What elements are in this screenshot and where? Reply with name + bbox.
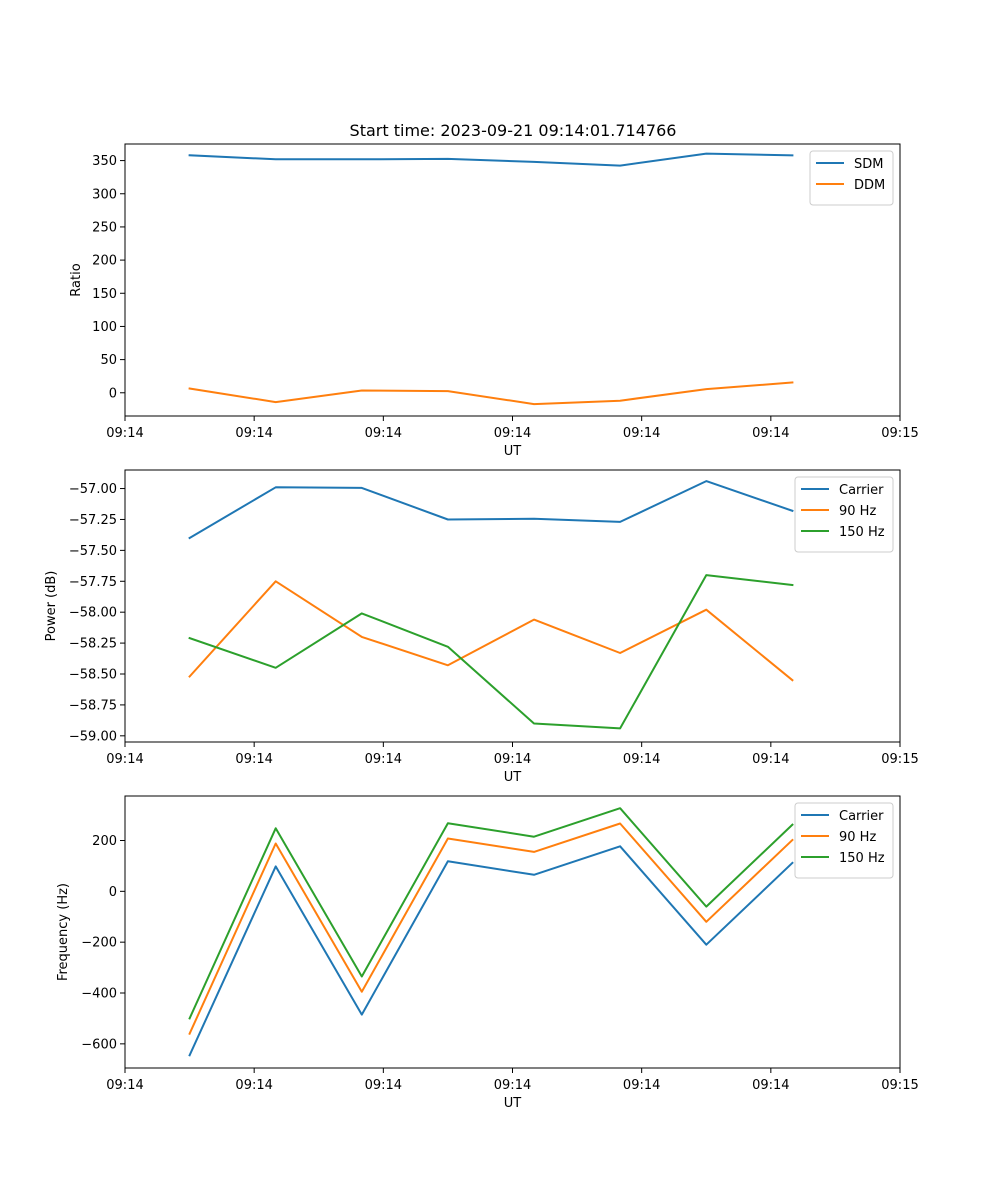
- x-axis-label: UT: [504, 770, 522, 785]
- y-tick-label: 200: [92, 254, 117, 269]
- legend-label: 90 Hz: [839, 504, 876, 519]
- series-line-90-hz: [188, 822, 794, 1036]
- y-tick-label: 0: [109, 885, 117, 900]
- x-tick-label: 09:14: [235, 752, 272, 767]
- legend-label: 90 Hz: [839, 830, 876, 845]
- legend-label: Carrier: [839, 809, 884, 824]
- x-tick-label: 09:15: [881, 1078, 918, 1093]
- y-tick-label: −57.00: [69, 482, 117, 497]
- x-tick-label: 09:14: [365, 752, 402, 767]
- plot-frame: [124, 143, 901, 417]
- series-line-150-hz: [188, 574, 794, 730]
- chart-panel-2: 09:14 09:14 09:14 09:14 09:14 09:14 09:15 −59.0…: [44, 469, 919, 785]
- x-tick-label: 09:14: [106, 1078, 143, 1093]
- y-tick-label: 100: [92, 320, 117, 335]
- legend: Carrier 90 Hz 150 Hz: [794, 476, 894, 553]
- y-tick-label: 200: [92, 834, 117, 849]
- legend-label: 150 Hz: [839, 851, 885, 866]
- x-tick-label: 09:14: [235, 426, 272, 441]
- plot-frame: [124, 469, 901, 743]
- y-tick-label: −600: [81, 1037, 117, 1052]
- chart-panel-1: 09:14 09:14 09:14 09:14 09:14 09:14 09:15 0 50 10…: [69, 143, 919, 459]
- x-tick-label: 09:14: [235, 1078, 272, 1093]
- legend-label: SDM: [854, 157, 883, 172]
- legend-box: [809, 150, 894, 206]
- legend-label: 150 Hz: [839, 525, 885, 540]
- y-tick-label: −400: [81, 987, 117, 1002]
- legend-box: [794, 476, 894, 553]
- series-line-150-hz: [188, 807, 794, 1020]
- chart-panel-3: 09:14 09:14 09:14 09:14 09:14 09:14 09:15 −600 −…: [56, 795, 919, 1111]
- legend: Carrier 90 Hz 150 Hz: [794, 802, 894, 879]
- y-tick-label: −58.00: [69, 606, 117, 621]
- x-tick-label: 09:14: [752, 752, 789, 767]
- x-tick-label: 09:15: [881, 752, 918, 767]
- x-tick-label: 09:14: [365, 426, 402, 441]
- series-line-carrier: [188, 480, 794, 540]
- x-tick-label: 09:14: [752, 1078, 789, 1093]
- y-axis-label: Ratio: [69, 263, 84, 296]
- x-axis-label: UT: [504, 1096, 522, 1111]
- y-axis-label: Frequency (Hz): [56, 883, 71, 981]
- y-tick-label: −58.25: [69, 637, 117, 652]
- x-tick-label: 09:14: [494, 1078, 531, 1093]
- y-tick-label: −57.50: [69, 544, 117, 559]
- x-tick-label: 09:14: [623, 426, 660, 441]
- x-tick-label: 09:14: [106, 426, 143, 441]
- series-line-sdm: [188, 152, 794, 167]
- x-tick-label: 09:14: [494, 752, 531, 767]
- figure-title: Start time: 2023-09-21 09:14:01.714766: [350, 121, 677, 140]
- x-tick-label: 09:14: [623, 1078, 660, 1093]
- series-line-ddm: [188, 381, 794, 406]
- y-tick-label: −59.00: [69, 729, 117, 744]
- y-tick-label: 300: [92, 187, 117, 202]
- x-tick-label: 09:14: [106, 752, 143, 767]
- y-tick-label: 250: [92, 220, 117, 235]
- y-tick-label: 50: [100, 353, 117, 368]
- x-tick-label: 09:15: [881, 426, 918, 441]
- x-tick-label: 09:14: [494, 426, 531, 441]
- x-tick-label: 09:14: [365, 1078, 402, 1093]
- y-tick-label: −58.75: [69, 698, 117, 713]
- y-axis-label: Power (dB): [44, 571, 59, 642]
- y-tick-label: −57.75: [69, 575, 117, 590]
- series-line-carrier: [188, 845, 794, 1057]
- y-tick-label: 0: [109, 386, 117, 401]
- y-tick-label: −57.25: [69, 513, 117, 528]
- x-tick-label: 09:14: [623, 752, 660, 767]
- series-line-90-hz: [188, 580, 794, 682]
- x-axis-label: UT: [504, 444, 522, 459]
- legend-label: Carrier: [839, 483, 884, 498]
- legend-label: DDM: [854, 178, 885, 193]
- y-tick-label: −58.50: [69, 668, 117, 683]
- x-tick-label: 09:14: [752, 426, 789, 441]
- y-tick-label: 150: [92, 287, 117, 302]
- legend: SDM DDM: [809, 150, 894, 206]
- plot-frame: [124, 795, 901, 1069]
- charts-container: 09:14 09:14 09:14 09:14 09:14 09:14 09:15 0 50 10…: [44, 143, 919, 1111]
- legend-box: [794, 802, 894, 879]
- y-tick-label: −200: [81, 936, 117, 951]
- y-tick-label: 350: [92, 154, 117, 169]
